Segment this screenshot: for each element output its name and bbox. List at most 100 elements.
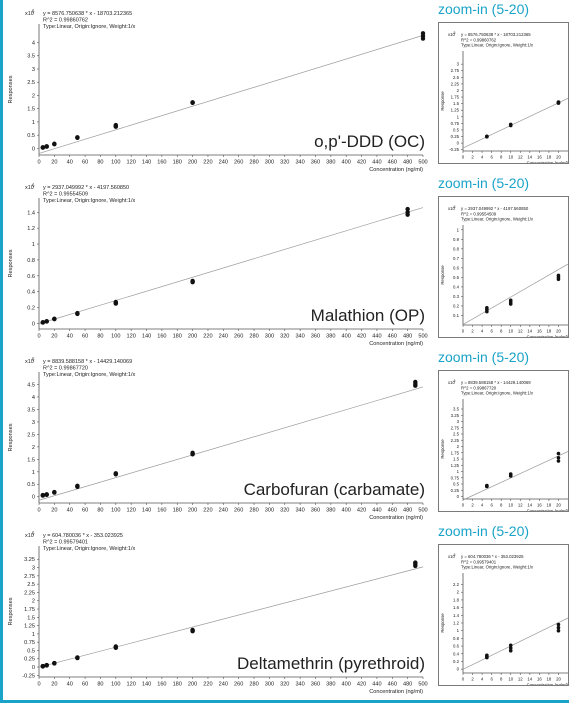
x-tick-label: 480: [403, 334, 412, 340]
fit-type: Type:Linear, Origin:Ignore, Weight:1/x: [43, 24, 135, 30]
data-point: [52, 660, 57, 666]
data-point: [40, 145, 46, 150]
zoom-panel-carbofuran: zoom-in (5-20) x10 5 y = 8839.588158 * x -…: [436, 348, 569, 520]
x-tick-label: 6: [490, 676, 493, 681]
data-point: [508, 122, 513, 127]
scale-exponent: 5: [454, 379, 456, 383]
scale-factor: x10: [448, 206, 456, 211]
data-point: [405, 210, 410, 215]
y-tick-label: 0.5: [27, 482, 35, 488]
scale-exponent: 5: [32, 357, 35, 362]
y-tick-label: 0.7: [453, 256, 460, 261]
data-point: [556, 625, 561, 630]
x-tick-label: 140: [142, 682, 151, 688]
fit-equation: y = 604.780036 * x - 353.023925: [43, 533, 123, 539]
data-point: [485, 653, 489, 658]
x-tick-label: 20: [51, 160, 57, 166]
scale-exponent: 5: [454, 553, 456, 557]
x-tick-label: 14: [527, 328, 532, 333]
data-point: [508, 298, 513, 303]
y-tick-label: 0.9: [453, 237, 460, 242]
y-tick-label: 2: [32, 599, 35, 605]
y-axis-label: Response: [440, 91, 445, 111]
x-tick-label: 0: [462, 676, 465, 681]
y-tick-label: 3.25: [24, 557, 35, 563]
x-tick-label: 60: [82, 508, 88, 514]
x-tick-label: 12: [518, 502, 523, 507]
x-tick-label: 220: [203, 334, 212, 340]
data-point: [420, 31, 426, 36]
x-tick-label: 2: [471, 676, 474, 681]
fit-type: Type:Linear, Origin:Ignore, Weight:1/x: [43, 198, 135, 204]
y-tick-label: 0.6: [453, 265, 460, 270]
y-tick-label: 0.4: [453, 651, 460, 656]
y-tick-label: 0.25: [451, 488, 460, 493]
x-tick-label: 16: [537, 154, 542, 159]
y-tick-label: 2: [32, 93, 35, 99]
data-point: [556, 273, 561, 278]
x-tick-label: 40: [67, 682, 73, 688]
y-axis-label: Responses: [8, 423, 14, 451]
x-tick-label: 20: [556, 676, 561, 681]
x-tick-label: 200: [188, 682, 197, 688]
x-tick-label: 60: [82, 334, 88, 340]
scale-exponent: 5: [32, 9, 35, 14]
data-point: [113, 644, 119, 649]
x-tick-label: 280: [249, 508, 258, 514]
x-axis-label: Concentration (ng/ml): [527, 161, 569, 164]
zoom-chart-malathion: x10 6 y = 2937.049992 * x - 4197.560850 R^2…: [438, 196, 569, 338]
x-tick-label: 100: [111, 160, 120, 166]
y-tick-label: 0: [457, 494, 460, 499]
x-tick-label: 10: [508, 676, 513, 681]
y-tick-label: 0: [457, 141, 460, 146]
y-tick-label: 1.5: [27, 457, 35, 463]
y-tick-label: 2.75: [451, 425, 460, 430]
y-tick-label: 0.4: [453, 284, 460, 289]
x-axis-label: Concentration (ng/ml): [369, 515, 423, 520]
x-tick-label: 380: [326, 682, 335, 688]
x-tick-label: 420: [357, 334, 366, 340]
y-tick-label: 1.2: [453, 621, 460, 626]
x-tick-label: 16: [537, 328, 542, 333]
data-point: [413, 560, 418, 565]
y-tick-label: 0: [457, 667, 460, 672]
y-tick-label: 0.5: [453, 127, 460, 132]
data-point: [190, 100, 195, 105]
x-tick-label: 100: [111, 334, 120, 340]
fit-equation: y = 8576.750638 * x - 18703.212365: [43, 11, 132, 17]
r-squared: R^2 = 0.99867720: [461, 385, 497, 390]
fit-type: Type:Linear, Origin:Ignore, Weight:1/x: [43, 372, 135, 378]
data-point: [113, 471, 119, 476]
x-tick-label: 140: [142, 334, 151, 340]
fit-line: [462, 263, 568, 325]
data-point: [485, 483, 489, 488]
fit-line: [462, 617, 568, 670]
scale-factor: x10: [25, 359, 34, 365]
data-point: [75, 655, 80, 660]
x-tick-label: 10: [508, 154, 513, 159]
main-chart-carbofuran: x10 5 y = 8839.588158 * x - 14429.140069 R^…: [3, 348, 433, 520]
r-squared: R^2 = 0.99579401: [461, 559, 497, 564]
x-tick-label: 220: [203, 508, 212, 514]
y-tick-label: 3.5: [27, 54, 35, 60]
x-tick-label: 500: [418, 508, 427, 514]
y-tick-label: 3.5: [453, 407, 460, 412]
x-tick-label: 300: [265, 682, 274, 688]
y-axis-label: Responses: [8, 249, 14, 277]
zoom-panel-deltamethrin: zoom-in (5-20) x10 5 y = 604.780036 * x - …: [436, 522, 569, 694]
x-tick-label: 460: [388, 508, 397, 514]
x-tick-label: 180: [173, 334, 182, 340]
x-tick-label: 4: [481, 154, 484, 159]
y-tick-label: 0.75: [451, 121, 460, 126]
x-tick-label: 240: [219, 160, 228, 166]
y-tick-label: 0.75: [24, 640, 35, 646]
data-point: [44, 492, 49, 497]
x-tick-label: 360: [311, 160, 320, 166]
x-tick-label: 6: [490, 328, 493, 333]
y-tick-label: 1.25: [24, 624, 35, 630]
data-point: [413, 379, 418, 385]
x-tick-label: 160: [157, 508, 166, 514]
fit-equation: y = 2937.049992 * x - 4197.560850: [461, 206, 529, 211]
